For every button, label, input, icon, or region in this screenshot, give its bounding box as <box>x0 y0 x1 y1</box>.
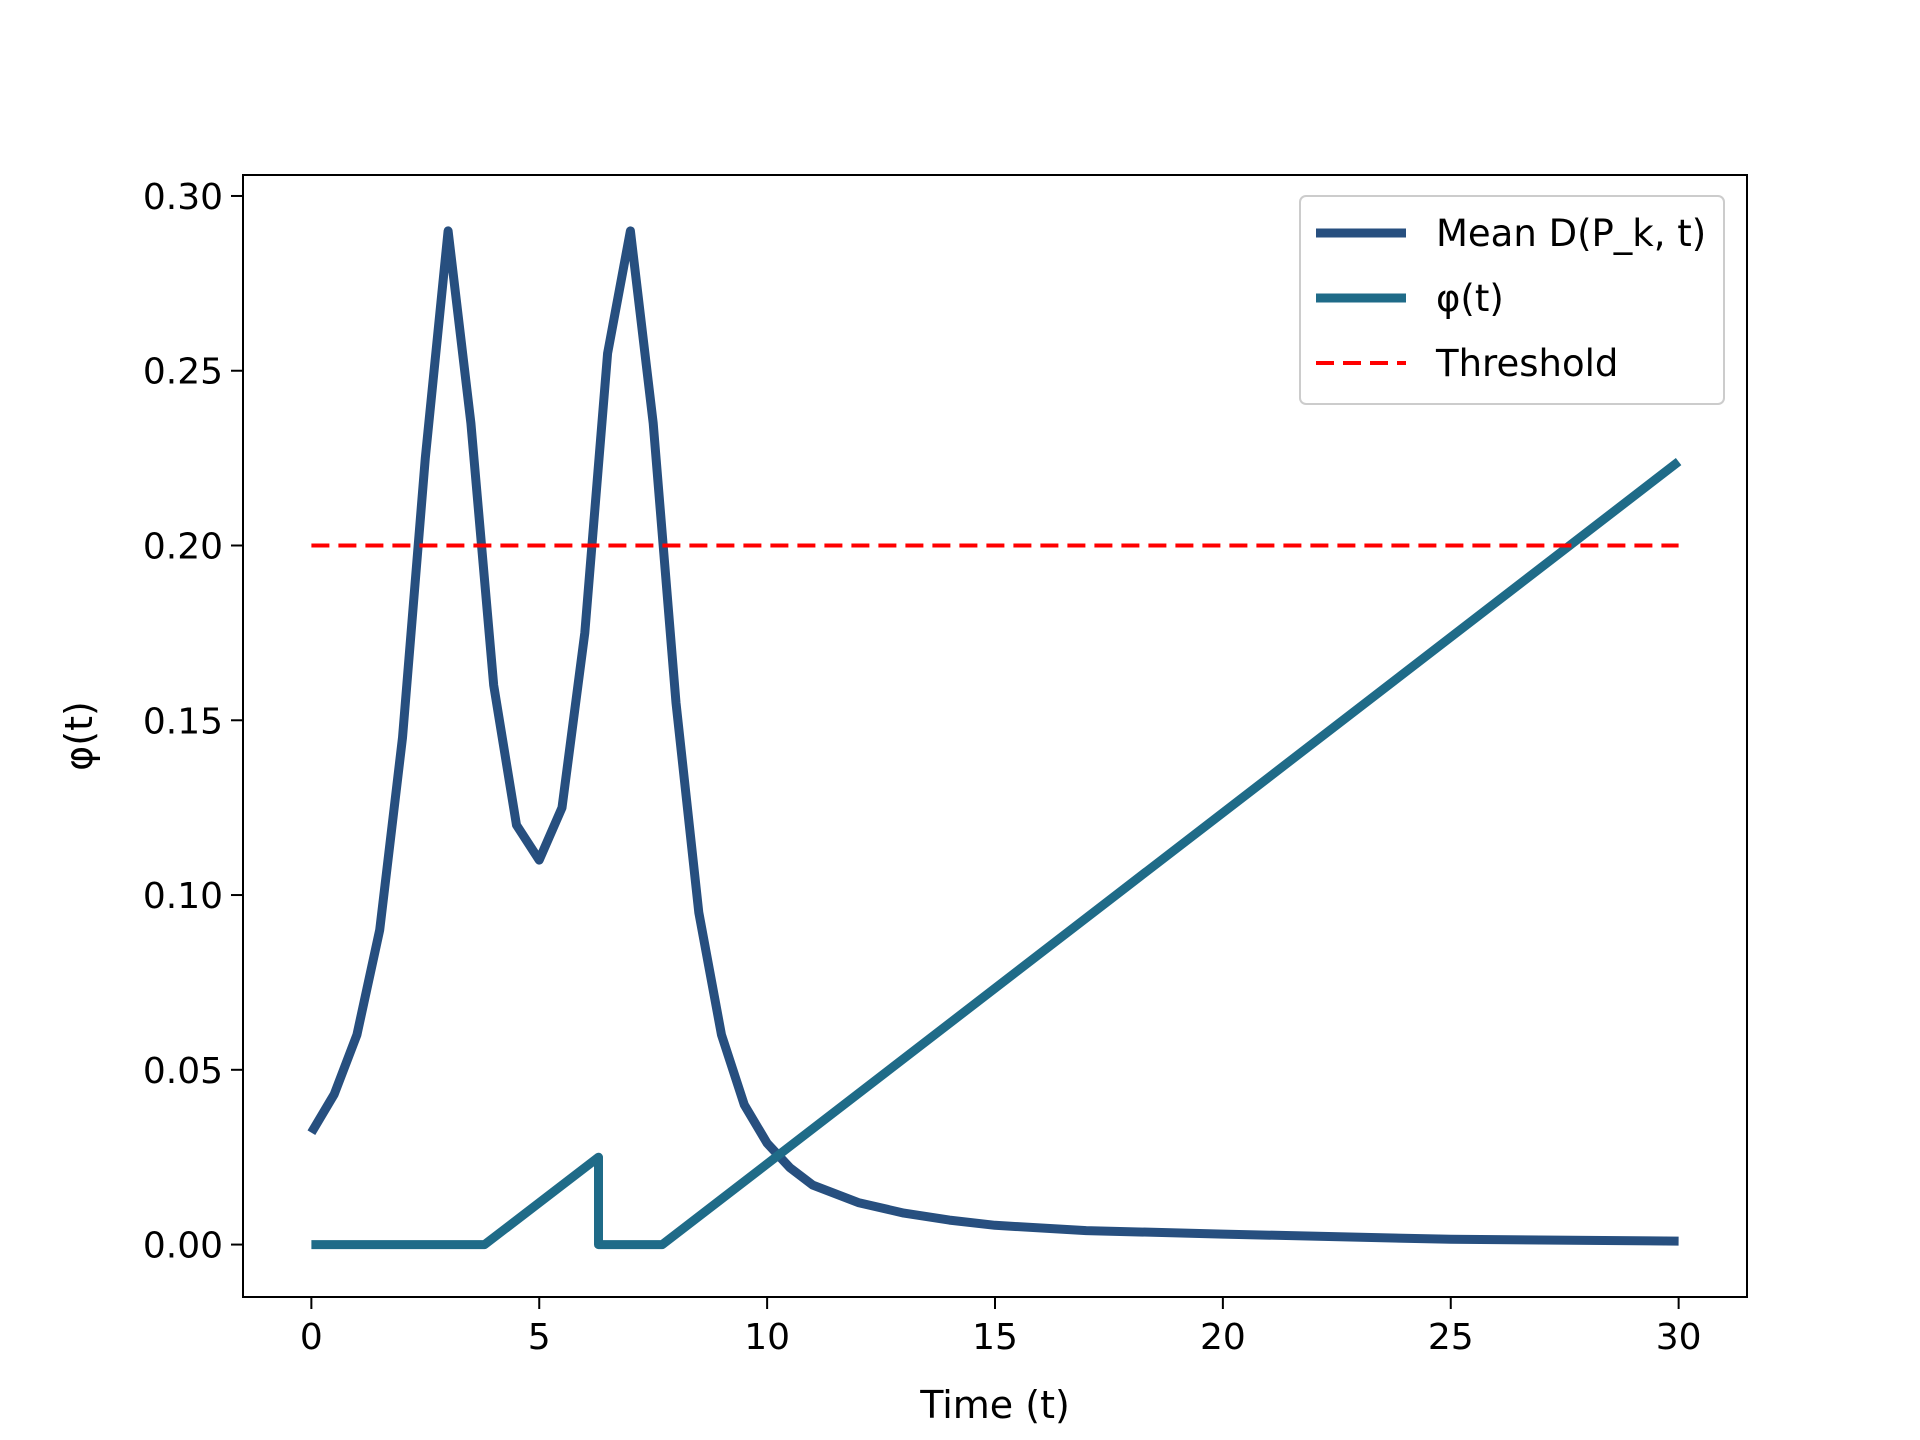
x-tick-label: 30 <box>1656 1317 1702 1358</box>
y-tick-label: 0.10 <box>143 876 223 917</box>
x-tick-label: 5 <box>528 1317 551 1358</box>
series-line-0 <box>307 226 1679 1246</box>
x-tick-label: 20 <box>1200 1317 1246 1358</box>
x-axis-ticks: 0 5 10 15 20 25 30 <box>300 1297 1702 1358</box>
legend-box <box>1299 195 1725 405</box>
x-tick-label: 25 <box>1428 1317 1474 1358</box>
x-tick-label: 0 <box>300 1317 323 1358</box>
legend: Mean D(P_k, t) φ(t) Threshold <box>1299 195 1725 405</box>
x-tick-label: 15 <box>972 1317 1018 1358</box>
y-tick-label: 0.25 <box>143 352 223 393</box>
series-line-1 <box>311 458 1682 1250</box>
x-axis-label: Time (t) <box>919 1383 1070 1427</box>
y-tick-label: 0.30 <box>143 177 223 218</box>
y-axis-label: φ(t) <box>57 701 101 771</box>
plot-content <box>307 226 1682 1250</box>
legend-label: Mean D(P_k, t) <box>1436 212 1706 255</box>
legend-label: Threshold <box>1435 342 1618 385</box>
y-tick-label: 0.05 <box>143 1051 223 1092</box>
y-tick-label: 0.20 <box>143 527 223 568</box>
legend-label: φ(t) <box>1436 277 1504 320</box>
y-axis-ticks: 0.00 0.05 0.10 0.15 0.20 0.25 0.30 <box>143 177 243 1267</box>
y-tick-label: 0.00 <box>143 1226 223 1267</box>
x-tick-label: 10 <box>744 1317 790 1358</box>
y-tick-label: 0.15 <box>143 701 223 742</box>
